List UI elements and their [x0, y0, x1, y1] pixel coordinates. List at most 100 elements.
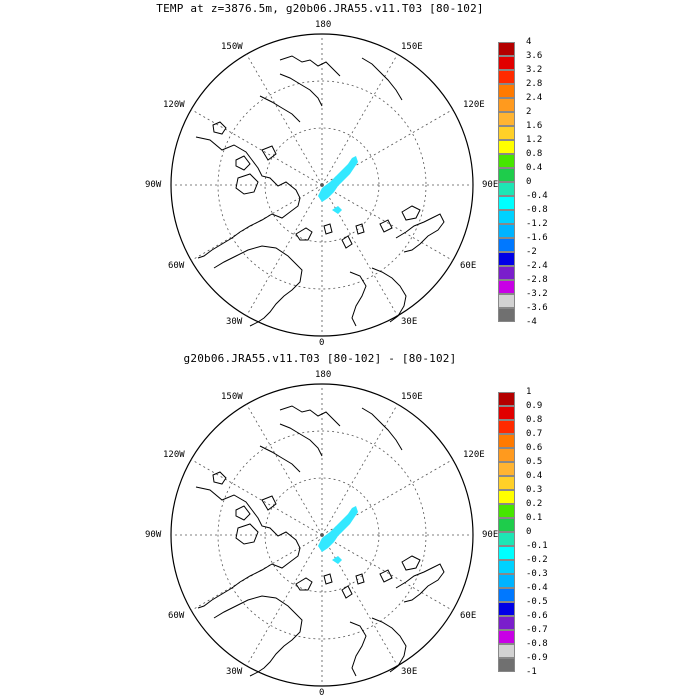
colorbar-tick-label: -2 [526, 247, 537, 257]
colorbar-swatch [498, 588, 515, 602]
colorbar-swatch [498, 434, 515, 448]
meridian-line [321, 184, 453, 261]
coastline [259, 95, 301, 123]
colorbar-swatch [498, 420, 515, 434]
colorbar-tick-label: -0.7 [526, 625, 548, 635]
coastline [295, 577, 313, 591]
coastline [279, 423, 323, 457]
coastline [213, 245, 303, 327]
colorbar-swatch [498, 210, 515, 224]
coastline [361, 407, 403, 451]
panel-title: TEMP at z=3876.5m, g20b06.JRA55.v11.T03 … [156, 2, 484, 15]
colorbar-swatch [498, 70, 515, 84]
colorbar-tick-label: 0 [526, 177, 532, 187]
longitude-label: 150E [401, 42, 423, 52]
longitude-label: 150W [221, 392, 243, 402]
colorbar-swatch [498, 280, 515, 294]
colorbar-tick-label: -2.8 [526, 275, 548, 285]
colorbar-tick-label: -1.2 [526, 219, 548, 229]
colorbar-swatch [498, 518, 515, 532]
colorbar-tick-label: 4 [526, 37, 532, 47]
coastline [295, 227, 313, 241]
colorbar-tick-label: 3.6 [526, 51, 543, 61]
colorbar-tick-label: 2.8 [526, 79, 543, 89]
meridian-line [246, 534, 323, 666]
longitude-label: 30W [226, 317, 243, 327]
coastline [261, 145, 277, 161]
latitude-circle [217, 80, 427, 290]
meridian-line [246, 184, 323, 316]
colorbar-swatch [498, 196, 515, 210]
longitude-label: 90E [482, 530, 499, 540]
colorbar-tick-label: -1.6 [526, 233, 548, 243]
colorbar-tick-label: -4 [526, 317, 537, 327]
longitude-label: 90W [145, 180, 162, 190]
coastline [361, 57, 403, 101]
colorbar-swatch [498, 546, 515, 560]
colorbar-swatch [498, 252, 515, 266]
colorbar-tick-label: -0.4 [526, 583, 548, 593]
colorbar-tick-label: 1.2 [526, 135, 543, 145]
longitude-label: 90E [482, 180, 499, 190]
longitude-label: 60W [168, 261, 185, 271]
colorbar-swatch [498, 42, 515, 56]
colorbar-tick-label: -1 [526, 667, 537, 677]
colorbar-swatch [498, 644, 515, 658]
coastline [261, 495, 277, 511]
meridian-line [321, 534, 453, 611]
colorbar-swatch [498, 266, 515, 280]
colorbar-swatch [498, 84, 515, 98]
colorbar-tick-label: 0.4 [526, 163, 543, 173]
colorbar-tick-label: 2 [526, 107, 532, 117]
longitude-label: 30W [226, 667, 243, 677]
colorbar-swatch [498, 490, 515, 504]
colorbar-tick-label: -0.2 [526, 555, 548, 565]
colorbar-swatch [498, 112, 515, 126]
anomaly-patch [318, 156, 358, 202]
colorbar-tick-label: -3.2 [526, 289, 548, 299]
colorbar [498, 392, 518, 672]
colorbar-tick-label: 1 [526, 387, 532, 397]
colorbar-tick-label: -0.8 [526, 205, 548, 215]
colorbar-swatch [498, 448, 515, 462]
colorbar-swatch [498, 476, 515, 490]
colorbar-tick-label: 0.2 [526, 499, 543, 509]
coastline [279, 55, 341, 77]
longitude-label: 60E [460, 261, 477, 271]
colorbar-swatch [498, 658, 515, 672]
colorbar-tick-label: -0.5 [526, 597, 548, 607]
coastline [195, 136, 301, 259]
colorbar-tick-label: 0.8 [526, 415, 543, 425]
colorbar-tick-label: 0.8 [526, 149, 543, 159]
coastline [259, 445, 301, 473]
colorbar-tick-label: -0.8 [526, 639, 548, 649]
colorbar-swatch [498, 182, 515, 196]
coastline [349, 271, 367, 327]
colorbar-swatch [498, 98, 515, 112]
coastline [379, 569, 393, 583]
colorbar-tick-label: 2.4 [526, 93, 543, 103]
coastline [371, 267, 407, 323]
coastline [349, 621, 367, 677]
meridian-line [246, 54, 323, 186]
colorbar [498, 42, 518, 322]
coastline [355, 223, 365, 235]
colorbar-swatch [498, 616, 515, 630]
colorbar-swatch [498, 532, 515, 546]
colorbar-swatch [498, 504, 515, 518]
coastline [279, 405, 341, 427]
longitude-label: 0 [319, 338, 325, 348]
coastline [355, 573, 365, 585]
colorbar-swatch [498, 406, 515, 420]
colorbar-tick-label: 0.1 [526, 513, 543, 523]
colorbar-swatch [498, 602, 515, 616]
colorbar-tick-label: 0.6 [526, 443, 543, 453]
panel-bottom: g20b06.JRA55.v11.T03 [80-102] - [80-102]… [0, 350, 700, 700]
colorbar-tick-label: 0.4 [526, 471, 543, 481]
colorbar-tick-label: 3.2 [526, 65, 543, 75]
colorbar-tick-label: -0.9 [526, 653, 548, 663]
meridian-line [321, 404, 398, 536]
coastline [212, 121, 227, 135]
coastline [212, 471, 227, 485]
colorbar-tick-label: 0.5 [526, 457, 543, 467]
